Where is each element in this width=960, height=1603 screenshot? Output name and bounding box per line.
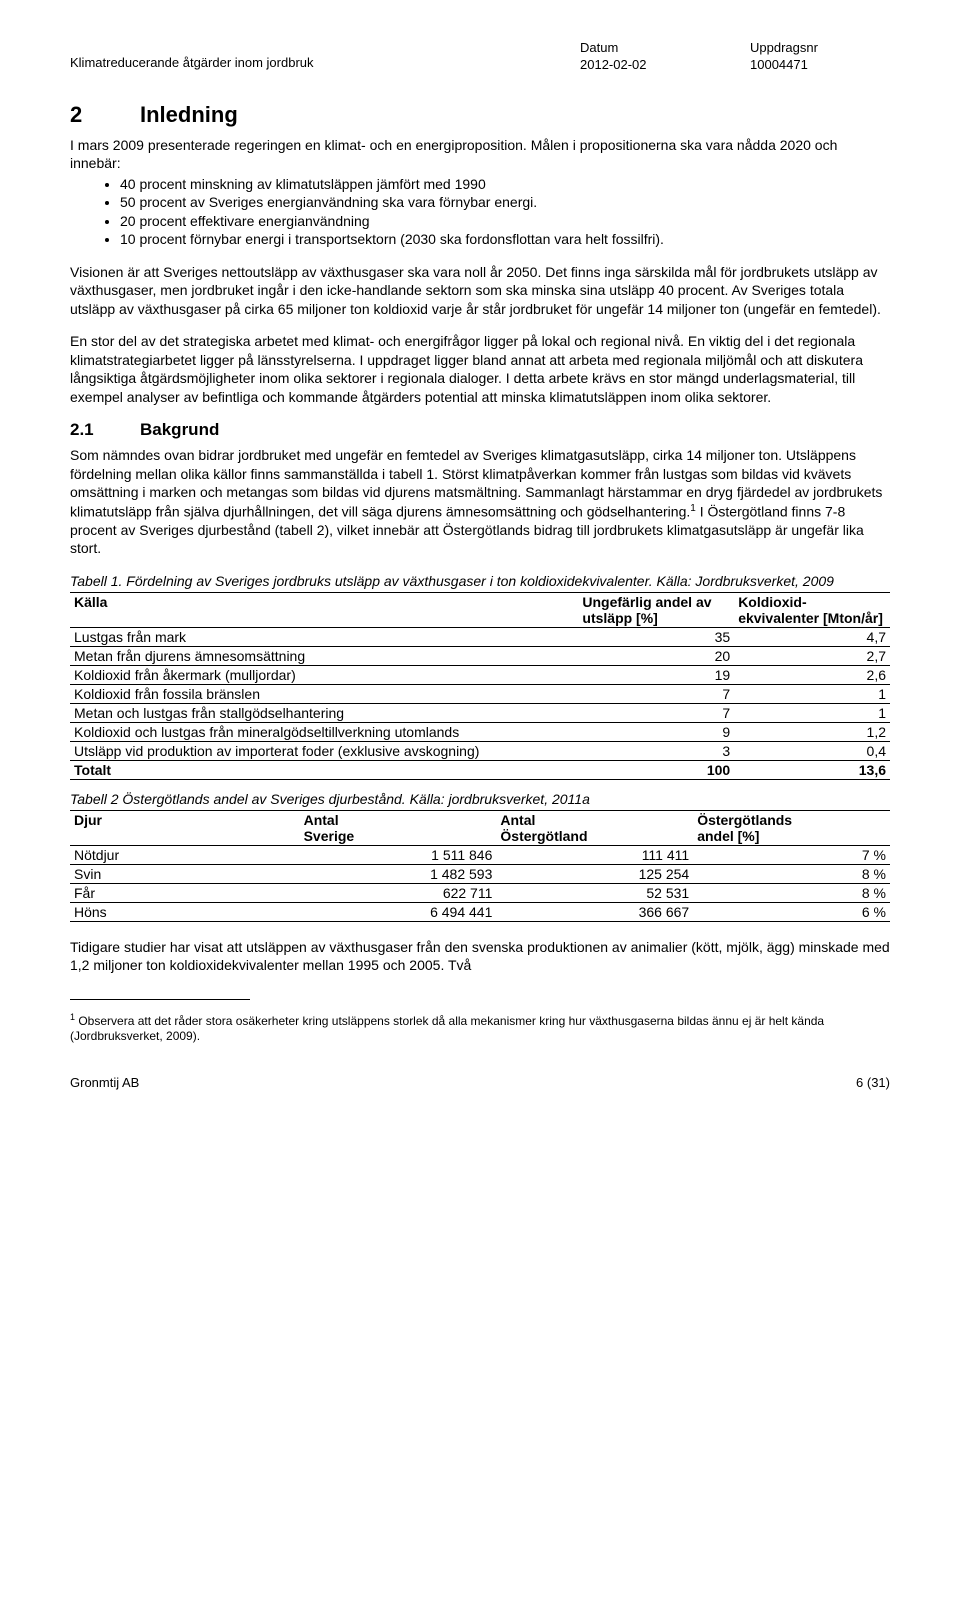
section-2-p3: En stor del av det strategiska arbetet m… (70, 332, 890, 406)
table-1-col1: Källa (70, 592, 578, 627)
table-2-caption: Tabell 2 Östergötlands andel av Sveriges… (70, 790, 890, 808)
list-item: 40 procent minskning av klimatutsläppen … (120, 175, 890, 193)
table-row: Källa Ungefärlig andel av utsläpp [%] Ko… (70, 592, 890, 627)
footer-company: Gronmtij AB (70, 1075, 139, 1090)
section-2-1-num: 2.1 (70, 420, 140, 440)
table-2: Djur Antal Sverige Antal Östergötland Ös… (70, 810, 890, 922)
table-2-col2: Antal Sverige (300, 810, 497, 845)
table-row: Utsläpp vid produktion av importerat fod… (70, 741, 890, 760)
table-1-col2: Ungefärlig andel av utsläpp [%] (578, 592, 734, 627)
footnote-separator (70, 999, 250, 1000)
date-label: Datum (580, 40, 750, 55)
table-1: Källa Ungefärlig andel av utsläpp [%] Ko… (70, 592, 890, 780)
p-after-table-2: Tidigare studier har visat att utsläppen… (70, 938, 890, 975)
assignment-label: Uppdragsnr (750, 40, 890, 55)
page-footer: Gronmtij AB 6 (31) (70, 1075, 890, 1090)
header-date: Datum 2012-02-02 (580, 40, 750, 72)
footnote-text: Observera att det råder stora osäkerhete… (70, 1014, 824, 1044)
table-row: Koldioxid och lustgas från mineralgödsel… (70, 722, 890, 741)
section-2-title: Inledning (140, 102, 238, 128)
table-row-total: Totalt10013,6 (70, 760, 890, 779)
section-2-p2: Visionen är att Sveriges nettoutsläpp av… (70, 263, 890, 318)
table-row: Får622 71152 5318 % (70, 883, 890, 902)
page-header: Klimatreducerande åtgärder inom jordbruk… (70, 40, 890, 72)
doc-title: Klimatreducerande åtgärder inom jordbruk (70, 55, 580, 70)
list-item: 50 procent av Sveriges energianvändning … (120, 193, 890, 211)
table-2-col4: Östergötlands andel [%] (693, 810, 890, 845)
date-value: 2012-02-02 (580, 57, 750, 72)
list-item: 10 procent förnybar energi i transportse… (120, 230, 890, 248)
footer-page-number: 6 (31) (856, 1075, 890, 1090)
table-row: Metan från djurens ämnesomsättning202,7 (70, 646, 890, 665)
section-2-p1: I mars 2009 presenterade regeringen en k… (70, 136, 890, 173)
page-content: Klimatreducerande åtgärder inom jordbruk… (0, 0, 960, 1120)
table-row: Höns6 494 441366 6676 % (70, 902, 890, 921)
table-row: Metan och lustgas från stallgödselhanter… (70, 703, 890, 722)
table-2-col3: Antal Östergötland (496, 810, 693, 845)
table-2-col1: Djur (70, 810, 300, 845)
section-2-1-p1: Som nämndes ovan bidrar jordbruket med u… (70, 446, 890, 557)
table-row: Koldioxid från fossila bränslen71 (70, 684, 890, 703)
section-2-num: 2 (70, 102, 140, 128)
table-row: Nötdjur1 511 846111 4117 % (70, 845, 890, 864)
section-2-bullets: 40 procent minskning av klimatutsläppen … (70, 175, 890, 249)
section-2-1-heading: 2.1 Bakgrund (70, 420, 890, 440)
table-row: Svin1 482 593125 2548 % (70, 864, 890, 883)
table-row: Lustgas från mark354,7 (70, 627, 890, 646)
footnote-1: 1 Observera att det råder stora osäkerhe… (70, 1012, 890, 1045)
assignment-value: 10004471 (750, 57, 890, 72)
list-item: 20 procent effektivare energianvändning (120, 212, 890, 230)
section-2-1-title: Bakgrund (140, 420, 219, 440)
table-row: Djur Antal Sverige Antal Östergötland Ös… (70, 810, 890, 845)
header-assignment: Uppdragsnr 10004471 (750, 40, 890, 72)
table-1-caption: Tabell 1. Fördelning av Sveriges jordbru… (70, 572, 890, 590)
table-1-col3: Koldioxid-ekvivalenter [Mton/år] (734, 592, 890, 627)
section-2-heading: 2 Inledning (70, 102, 890, 128)
header-doc-title: Klimatreducerande åtgärder inom jordbruk (70, 40, 580, 72)
table-row: Koldioxid från åkermark (mulljordar)192,… (70, 665, 890, 684)
